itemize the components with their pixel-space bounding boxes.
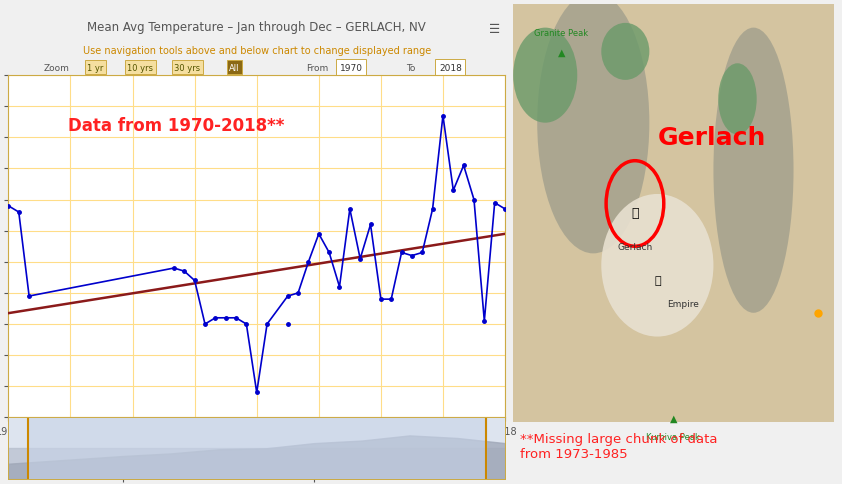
Ellipse shape [537, 0, 649, 254]
Text: To: To [406, 63, 415, 73]
Text: 10 yrs: 10 yrs [127, 63, 153, 73]
Text: 1 yr: 1 yr [87, 63, 104, 73]
Text: Mean Avg Temperature – Jan through Dec – GERLACH, NV: Mean Avg Temperature – Jan through Dec –… [88, 20, 426, 33]
Text: From: From [306, 63, 328, 73]
Text: 2018: 2018 [439, 63, 461, 73]
Ellipse shape [601, 195, 713, 337]
Text: Empire: Empire [667, 299, 699, 308]
Text: **Missing large chunk of data
from 1973-1985: **Missing large chunk of data from 1973-… [520, 432, 717, 460]
Text: 📍: 📍 [632, 207, 639, 220]
Text: 30 yrs: 30 yrs [174, 63, 200, 73]
Bar [28, 418, 486, 479]
Text: Gerlach: Gerlach [617, 242, 653, 251]
Text: Use navigation tools above and below chart to change displayed range: Use navigation tools above and below cha… [83, 46, 431, 56]
Ellipse shape [601, 24, 649, 81]
Text: All: All [229, 63, 240, 73]
Text: ▲: ▲ [669, 412, 677, 423]
Text: Zoom: Zoom [43, 63, 69, 73]
Text: Gerlach: Gerlach [658, 126, 766, 150]
Text: ☰: ☰ [489, 23, 500, 36]
Ellipse shape [713, 29, 793, 313]
Ellipse shape [513, 29, 578, 123]
Text: ▲: ▲ [557, 47, 565, 57]
Text: Kumiva Peak: Kumiva Peak [647, 432, 701, 441]
Text: 📍: 📍 [654, 275, 661, 285]
Text: Data from 1970-2018**: Data from 1970-2018** [68, 117, 285, 135]
Text: Granite Peak: Granite Peak [534, 29, 589, 38]
Ellipse shape [718, 64, 757, 135]
Text: 1970: 1970 [339, 63, 363, 73]
